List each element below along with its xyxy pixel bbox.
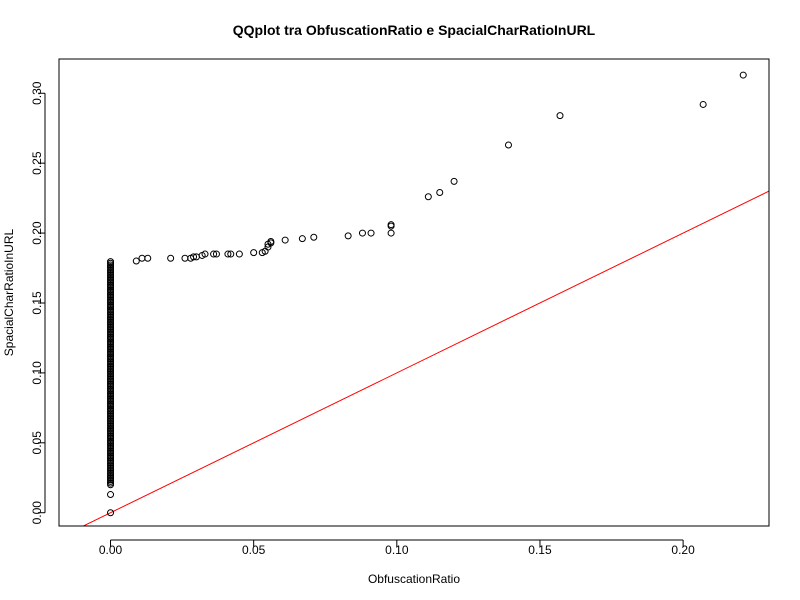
- y-tick-label: 0.15: [30, 291, 44, 315]
- y-axis: 0.00 0.05 0.10 0.15 0.20 0.25 0.30: [30, 81, 46, 525]
- data-point: [281, 236, 289, 244]
- data-point: [235, 250, 243, 258]
- data-point: [310, 233, 318, 241]
- x-tick-label: 0.05: [242, 543, 266, 557]
- data-point: [367, 229, 375, 237]
- data-point: [358, 229, 366, 237]
- data-point: [107, 491, 115, 499]
- plot-area: [82, 71, 769, 526]
- reference-line: [82, 190, 769, 526]
- data-point: [436, 189, 444, 197]
- y-tick-label: 0.00: [30, 501, 44, 525]
- data-point: [138, 254, 146, 262]
- data-point: [224, 250, 232, 258]
- data-point: [190, 253, 198, 261]
- plot-border: [58, 58, 770, 527]
- data-point: [556, 112, 564, 120]
- y-axis-label: SpacialCharRatioInURL: [2, 228, 16, 356]
- x-tick-label: 0.10: [385, 543, 409, 557]
- scatter-points: [132, 71, 747, 265]
- data-point: [298, 235, 306, 243]
- data-point: [250, 249, 258, 257]
- y-tick-label: 0.30: [30, 81, 44, 105]
- x-tick-label: 0.20: [671, 543, 695, 557]
- data-point: [210, 250, 218, 258]
- data-point: [201, 250, 209, 258]
- y-tick-label: 0.20: [30, 221, 44, 245]
- data-point: [504, 141, 512, 149]
- data-point: [107, 258, 115, 266]
- x-axis-label: ObfuscationRatio: [368, 572, 460, 586]
- data-point: [699, 100, 707, 108]
- data-point: [227, 250, 235, 258]
- data-point: [424, 193, 432, 201]
- data-point: [450, 177, 458, 185]
- x-axis: 0.00 0.05 0.10 0.15 0.20: [99, 539, 695, 557]
- data-point: [344, 232, 352, 240]
- data-point: [387, 221, 395, 229]
- chart-title: QQplot tra ObfuscationRatio e SpacialCha…: [233, 22, 596, 38]
- data-point: [132, 257, 140, 265]
- data-point: [739, 71, 747, 79]
- data-point: [267, 237, 275, 245]
- data-point: [144, 254, 152, 262]
- y-tick-label: 0.05: [30, 431, 44, 455]
- data-point: [387, 229, 395, 237]
- x-tick-label: 0.00: [99, 543, 123, 557]
- zero-column-points: [107, 258, 115, 517]
- x-tick-label: 0.15: [528, 543, 552, 557]
- data-point: [181, 254, 189, 262]
- data-point: [167, 254, 175, 262]
- y-tick-label: 0.25: [30, 151, 44, 175]
- data-point: [107, 509, 115, 517]
- y-tick-label: 0.10: [30, 361, 44, 385]
- data-point: [212, 250, 220, 258]
